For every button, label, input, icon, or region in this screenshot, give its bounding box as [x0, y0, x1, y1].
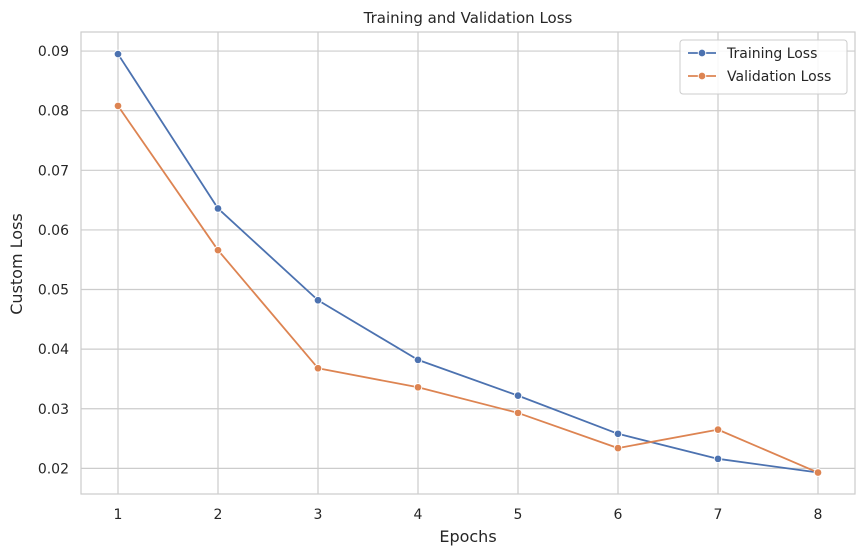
x-tick-label: 3 — [314, 507, 323, 523]
legend-box — [679, 39, 848, 95]
series-validation-loss — [113, 101, 823, 477]
legend-label: Training Loss — [726, 46, 817, 62]
legend-marker — [697, 48, 707, 58]
plot-area-frame — [80, 31, 856, 495]
data-point — [713, 425, 723, 434]
data-point — [613, 429, 623, 439]
legend: Training Loss Validation Loss — [679, 39, 848, 95]
data-point — [613, 443, 623, 453]
y-tick-label: 0.06 — [38, 223, 69, 239]
x-tick-label: 2 — [214, 507, 223, 523]
data-point — [513, 408, 523, 418]
series-line — [117, 105, 819, 474]
data-point — [313, 363, 323, 373]
legend-marker — [697, 71, 707, 81]
series-layer — [113, 49, 823, 477]
x-tick-label: 5 — [514, 507, 523, 523]
y-axis-ticks: 0.02 0.03 0.04 0.05 0.06 0.07 0.08 0.09 — [38, 44, 69, 477]
data-point — [313, 296, 323, 305]
data-point — [713, 454, 723, 464]
legend-label: Validation Loss — [727, 69, 831, 85]
x-tick-label: 7 — [714, 507, 723, 523]
data-point — [113, 101, 123, 111]
y-tick-label: 0.08 — [38, 104, 69, 120]
data-point — [513, 391, 523, 400]
y-tick-label: 0.04 — [38, 342, 69, 358]
x-tick-label: 8 — [814, 507, 823, 523]
y-tick-label: 0.05 — [38, 283, 69, 299]
y-tick-label: 0.03 — [38, 402, 69, 418]
data-point — [113, 49, 123, 59]
grid-lines — [81, 32, 855, 494]
x-tick-label: 6 — [614, 507, 623, 523]
y-tick-label: 0.07 — [38, 163, 69, 179]
x-axis-title: Epochs — [439, 527, 496, 546]
data-point — [213, 245, 223, 255]
legend-item: Validation Loss — [688, 69, 831, 85]
data-point — [413, 355, 423, 365]
y-axis-title: Custom Loss — [7, 213, 26, 314]
series-line — [117, 53, 819, 474]
x-tick-label: 1 — [114, 507, 123, 523]
data-point — [813, 468, 823, 477]
x-tick-label: 4 — [414, 507, 423, 523]
y-tick-label: 0.02 — [38, 461, 69, 477]
data-point — [213, 204, 223, 213]
legend-item: Training Loss — [688, 46, 817, 62]
x-axis-ticks: 1 2 3 4 5 6 7 8 — [114, 507, 823, 523]
chart-title: Training and Validation Loss — [363, 9, 573, 27]
y-tick-label: 0.09 — [38, 44, 69, 60]
data-point — [413, 383, 423, 392]
